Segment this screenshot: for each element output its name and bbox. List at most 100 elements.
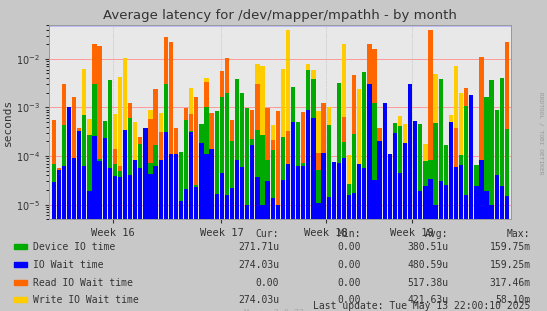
Bar (174, 128, 178, 219)
Bar (337, 163, 341, 219)
Bar (118, 177, 122, 219)
Text: 0.00: 0.00 (337, 242, 361, 252)
Bar (205, 82, 208, 219)
Text: Write IO Wait time: Write IO Wait time (33, 295, 138, 305)
Bar (306, 109, 311, 219)
Bar (245, 141, 249, 219)
Bar (499, 117, 504, 219)
Bar (413, 177, 417, 219)
Bar (276, 111, 280, 219)
Bar (62, 84, 66, 219)
Bar (245, 173, 249, 219)
Text: Min:: Min: (337, 229, 361, 239)
Bar (408, 84, 412, 219)
Bar (14, 297, 27, 302)
Bar (382, 132, 387, 219)
Bar (92, 136, 97, 219)
Bar (210, 149, 214, 219)
Bar (423, 161, 428, 219)
Bar (128, 123, 132, 219)
Bar (133, 123, 137, 219)
Bar (357, 89, 362, 219)
Bar (306, 84, 311, 219)
Bar (505, 129, 509, 219)
Bar (164, 84, 168, 219)
Bar (377, 141, 382, 219)
Bar (439, 187, 443, 219)
Bar (377, 128, 382, 219)
Bar (367, 44, 371, 219)
Bar (199, 127, 203, 219)
Bar (194, 187, 199, 219)
Bar (51, 182, 56, 219)
Bar (174, 131, 178, 219)
Text: Munin 2.0.73: Munin 2.0.73 (243, 309, 304, 311)
Bar (388, 161, 392, 219)
Bar (250, 145, 254, 219)
Bar (250, 139, 254, 219)
Text: 58.10m: 58.10m (496, 295, 531, 305)
Bar (281, 179, 285, 219)
Bar (118, 166, 122, 219)
Bar (148, 110, 153, 219)
Bar (189, 131, 194, 219)
Bar (291, 171, 295, 219)
Bar (271, 140, 275, 219)
Bar (286, 164, 290, 219)
Bar (393, 132, 397, 219)
Bar (454, 167, 458, 219)
Bar (102, 137, 107, 219)
Bar (505, 196, 509, 219)
Bar (154, 89, 158, 219)
Bar (194, 96, 199, 219)
Bar (449, 180, 453, 219)
Bar (373, 50, 377, 219)
Bar (14, 262, 27, 267)
Bar (220, 173, 224, 219)
Bar (276, 205, 280, 219)
Bar (444, 181, 448, 219)
Bar (143, 140, 148, 219)
Bar (286, 30, 290, 219)
Bar (14, 280, 27, 285)
Bar (464, 106, 468, 219)
Bar (235, 79, 239, 219)
Bar (179, 152, 183, 219)
Bar (62, 125, 66, 219)
Bar (77, 128, 82, 219)
Bar (240, 105, 245, 219)
Bar (337, 176, 341, 219)
Bar (464, 88, 468, 219)
Bar (296, 122, 300, 219)
Bar (352, 193, 356, 219)
Bar (240, 94, 245, 219)
Bar (159, 160, 163, 219)
Bar (373, 180, 377, 219)
Bar (260, 135, 265, 219)
Bar (331, 190, 336, 219)
Bar (499, 186, 504, 219)
Bar (433, 74, 438, 219)
Bar (184, 140, 188, 219)
Bar (428, 160, 433, 219)
Bar (271, 125, 275, 219)
Text: Avg:: Avg: (425, 229, 449, 239)
Bar (418, 191, 422, 219)
Bar (265, 181, 270, 219)
Bar (199, 143, 203, 219)
Bar (194, 112, 199, 219)
Bar (113, 164, 117, 219)
Bar (454, 169, 458, 219)
Bar (67, 179, 71, 219)
Bar (143, 135, 148, 219)
Bar (494, 175, 499, 219)
Bar (72, 205, 76, 219)
Bar (210, 175, 214, 219)
Bar (398, 173, 402, 219)
Bar (220, 97, 224, 219)
Bar (138, 168, 142, 219)
Bar (464, 112, 468, 219)
Bar (179, 168, 183, 219)
Bar (398, 116, 402, 219)
Text: Device IO time: Device IO time (33, 242, 115, 252)
